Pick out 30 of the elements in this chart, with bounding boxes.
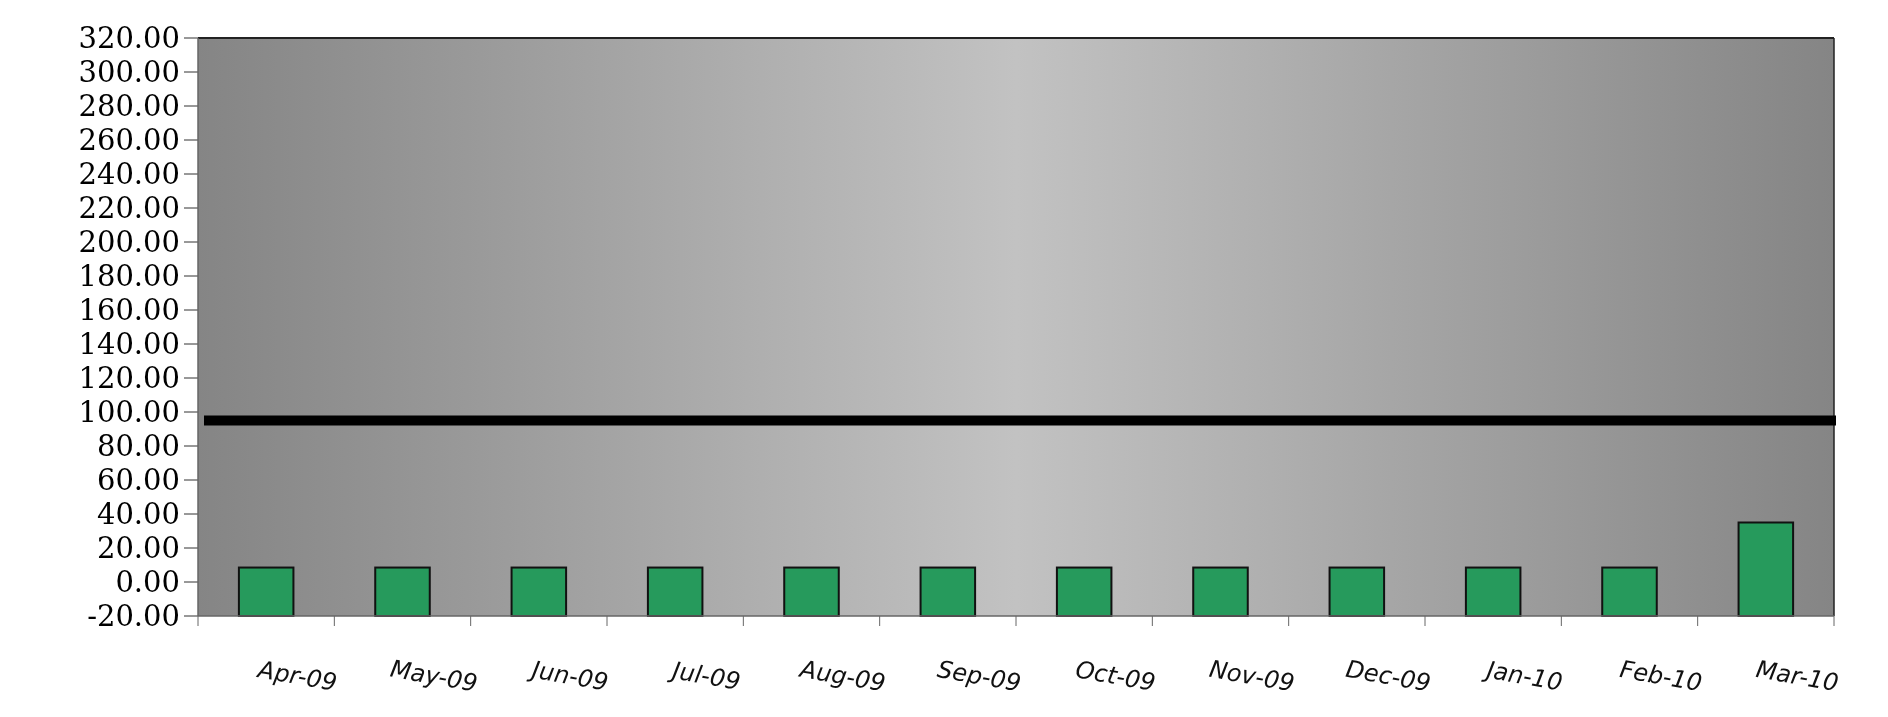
y-tick-label: 60.00 bbox=[96, 463, 180, 498]
x-tick-label: Dec-09 bbox=[1343, 654, 1433, 698]
x-tick-label: Nov-09 bbox=[1207, 654, 1297, 698]
x-tick-label: Mar-10 bbox=[1753, 655, 1841, 698]
x-tick-label: May-09 bbox=[388, 654, 480, 698]
x-tick-label: Aug-09 bbox=[796, 654, 888, 698]
y-tick-label: 260.00 bbox=[78, 123, 180, 158]
y-tick-label: 300.00 bbox=[78, 55, 180, 90]
x-tick-label: Sep-09 bbox=[935, 655, 1024, 698]
y-tick-label: 100.00 bbox=[78, 395, 180, 430]
x-tick-label: Apr-09 bbox=[254, 655, 340, 697]
y-tick-label: 80.00 bbox=[96, 429, 180, 464]
y-tick-label: 40.00 bbox=[96, 497, 180, 532]
x-tick-label: Feb-10 bbox=[1617, 655, 1705, 698]
x-tick-label: Jun-09 bbox=[526, 654, 611, 697]
x-tick-label: Jan-10 bbox=[1480, 655, 1565, 697]
y-tick-label: 120.00 bbox=[78, 361, 180, 396]
y-tick-label: 0.00 bbox=[115, 565, 180, 600]
y-tick-label: 320.00 bbox=[78, 21, 180, 56]
y-tick-label: 160.00 bbox=[78, 293, 180, 328]
y-tick-label: 220.00 bbox=[78, 191, 180, 226]
y-tick-label: 180.00 bbox=[78, 259, 180, 294]
y-tick-label: 240.00 bbox=[78, 157, 180, 192]
y-tick-label: 20.00 bbox=[96, 531, 180, 566]
y-tick-label: 280.00 bbox=[78, 89, 180, 124]
x-tick-label: Jul-09 bbox=[666, 655, 743, 696]
y-tick-label: -20.00 bbox=[87, 599, 180, 634]
x-tick-label: Oct-09 bbox=[1073, 655, 1158, 697]
y-tick-label: 140.00 bbox=[78, 327, 180, 362]
y-tick-label: 200.00 bbox=[78, 225, 180, 260]
